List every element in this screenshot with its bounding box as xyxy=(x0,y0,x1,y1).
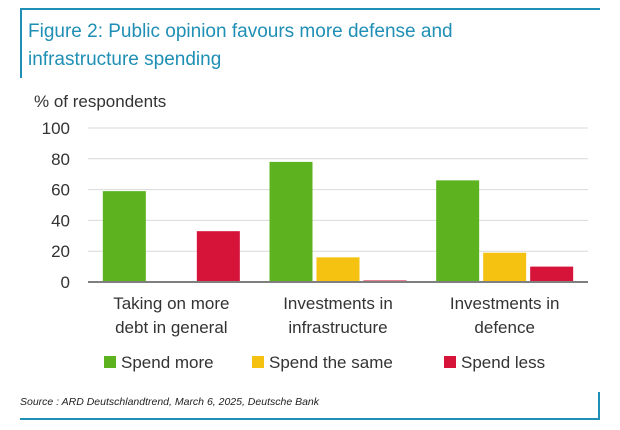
figure-title: Figure 2: Public opinion favours more de… xyxy=(28,21,453,70)
x-tick-label: infrastructure xyxy=(288,318,387,337)
frame-right-border xyxy=(598,392,600,420)
y-tick-label: 0 xyxy=(61,273,70,292)
source-note: Source : ARD Deutschlandtrend, March 6, … xyxy=(20,396,320,408)
bar xyxy=(316,257,360,282)
y-axis-unit-label: % of respondents xyxy=(34,92,167,111)
y-tick-label: 80 xyxy=(51,150,70,169)
x-tick-label: debt in general xyxy=(115,318,227,337)
bar xyxy=(102,191,146,282)
x-tick-label: Investments in xyxy=(450,294,560,313)
bar xyxy=(269,161,313,282)
bar xyxy=(530,266,574,282)
x-tick-label: Investments in xyxy=(283,294,393,313)
x-tick-label: Taking on more xyxy=(113,294,229,313)
bar xyxy=(483,252,527,282)
bar xyxy=(196,231,240,282)
frame-top-border xyxy=(20,8,600,10)
y-tick-label: 20 xyxy=(51,242,70,261)
legend-swatch xyxy=(252,356,264,368)
frame-left-border xyxy=(20,8,22,78)
legend-swatch xyxy=(444,356,456,368)
legend-swatch xyxy=(104,356,116,368)
legend-label: Spend more xyxy=(121,353,214,372)
y-tick-label: 100 xyxy=(42,119,70,138)
bar xyxy=(436,180,480,282)
frame-bottom-border xyxy=(20,418,600,420)
legend-label: Spend the same xyxy=(269,353,393,372)
y-tick-label: 40 xyxy=(51,211,70,230)
x-tick-label: defence xyxy=(474,318,535,337)
legend-label: Spend less xyxy=(461,353,545,372)
y-tick-label: 60 xyxy=(51,181,70,200)
